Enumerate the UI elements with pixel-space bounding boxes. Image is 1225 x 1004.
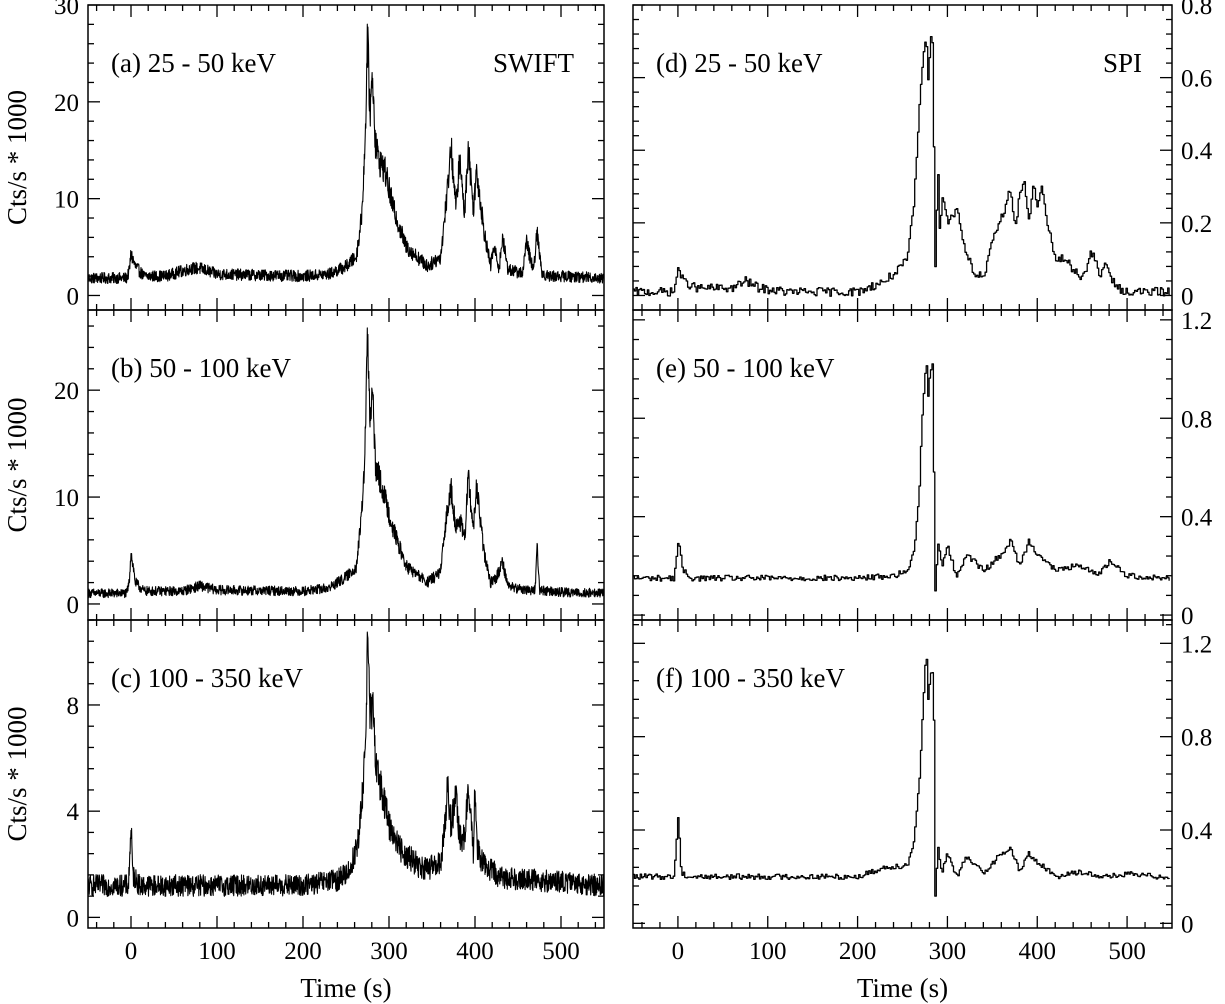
panel-c: 0 100 200 300 400 500 Time (s) 0 4 8 Cts/s * 1000 (… [2,619,605,1003]
y-tick-label: 4 [67,799,80,826]
y-tick-label: 10 [54,187,79,214]
panel-label: (b) 50 - 100 keV [111,353,291,383]
x-tick-label: 400 [1019,938,1057,965]
y-tick-label: 0 [67,283,80,310]
y-tick-label: 20 [54,90,79,117]
y-tick-label: 0.6 [1181,66,1212,93]
instrument-label: SWIFT [493,48,575,78]
y-tick-label: 0 [67,905,80,932]
y-tick-label: 0 [1181,283,1194,310]
x-tick-label: 200 [839,938,877,965]
panel-label: (d) 25 - 50 keV [656,48,823,78]
x-tick-label: 200 [284,938,322,965]
x-tick-label: 500 [1108,938,1146,965]
y-tick-label: 20 [54,378,79,405]
series-line [633,658,1170,897]
y-tick-label: 0.2 [1181,211,1212,238]
x-tick-label: 100 [198,938,236,965]
panel-a: 0 10 20 30 Cts/s * 1000 (a) 25 - 50 keV SWIFT [2,0,605,311]
series-line [88,327,604,599]
y-tick-label: 1.2 [1181,308,1212,335]
y-axis-title: Cts/s * 1000 [2,706,32,841]
y-tick-label: 0.4 [1181,818,1213,845]
y-tick-label: 0 [1181,911,1194,938]
series-line [88,631,604,897]
x-tick-label: 300 [370,938,408,965]
y-tick-label: 8 [67,693,80,720]
y-tick-label: 0.8 [1181,0,1212,20]
panel-label: (e) 50 - 100 keV [656,353,835,383]
y-tick-label: 0.8 [1181,406,1212,433]
y-tick-label: 0.8 [1181,725,1212,752]
y-axis-title: Cts/s * 1000 [2,397,32,532]
x-tick-label: 500 [542,938,580,965]
x-tick-label: 100 [749,938,787,965]
x-tick-label: 400 [456,938,494,965]
y-tick-label: 0.4 [1181,138,1213,165]
panel-label: (c) 100 - 350 keV [111,663,303,693]
x-tick-label: 0 [125,938,138,965]
panel-f: 0 100 200 300 400 500 Time (s) 0 0.4 0.8 1.2 (f) 10… [632,619,1213,1003]
x-tick-label: 0 [672,938,685,965]
x-axis-title: Time (s) [857,973,948,1003]
plot-frame [87,619,605,929]
panel-label: (a) 25 - 50 keV [111,48,276,78]
series-line [633,363,1170,592]
instrument-label: SPI [1103,48,1142,78]
series-line [633,35,1170,297]
y-tick-label: 30 [54,0,79,20]
panel-d: 0 0.2 0.4 0.6 0.8 (d) 25 - 50 keV SPI [632,0,1213,311]
y-axis-title: Cts/s * 1000 [2,90,32,225]
y-tick-label: 1.2 [1181,631,1212,658]
y-tick-label: 10 [54,485,79,512]
y-tick-label: 0 [1181,603,1194,630]
y-tick-label: 0 [67,592,80,619]
x-axis-title: Time (s) [300,973,391,1003]
panel-label: (f) 100 - 350 keV [656,663,845,693]
y-tick-label: 0.4 [1181,505,1213,532]
series-line [88,23,604,285]
x-tick-label: 300 [929,938,967,965]
panel-b: 0 10 20 Cts/s * 1000 (b) 50 - 100 keV [2,309,605,621]
panel-e: 0 0.4 0.8 1.2 (e) 50 - 100 keV [632,308,1213,630]
